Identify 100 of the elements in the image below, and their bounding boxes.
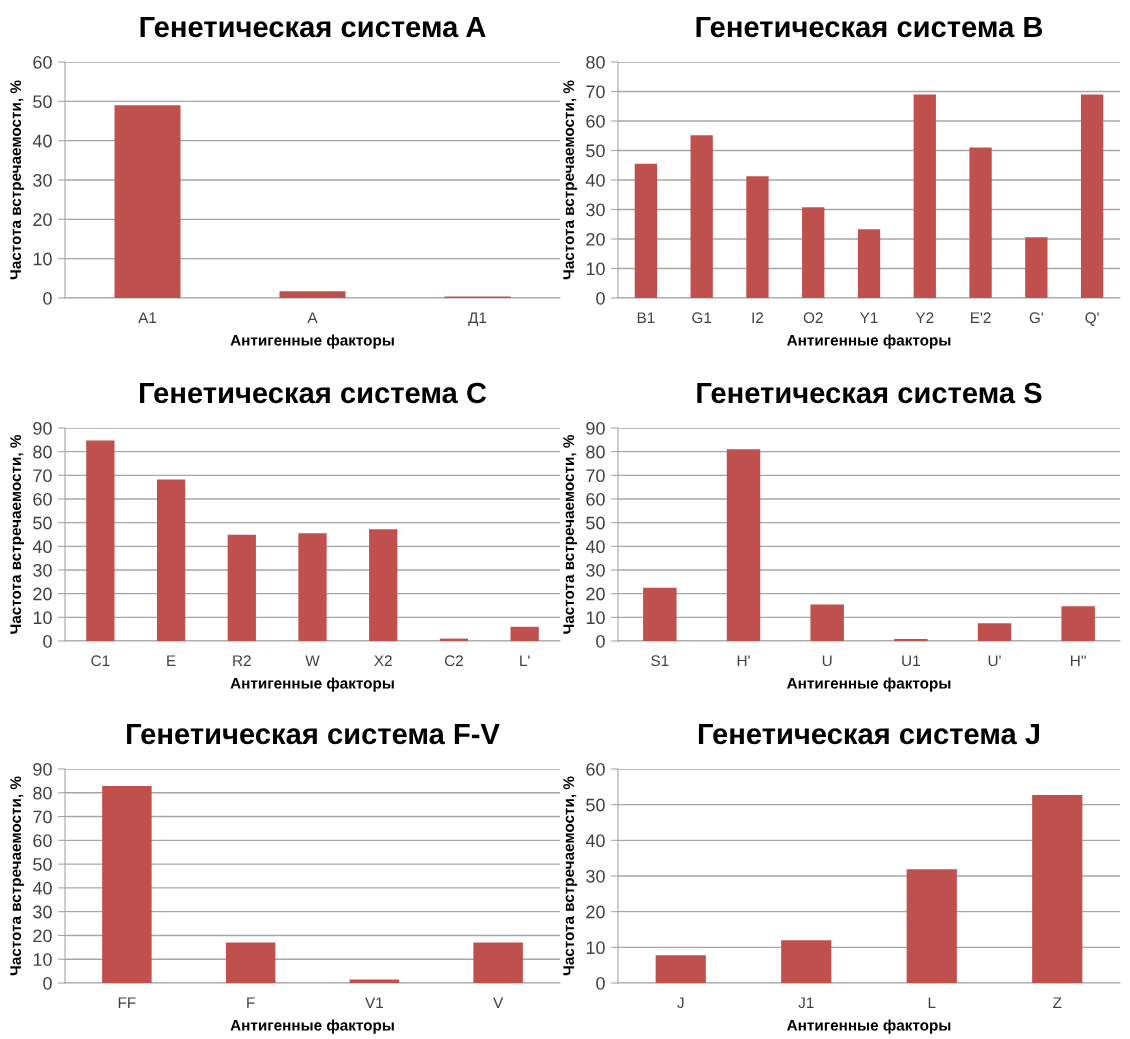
x-tick-label: L' [520,655,530,666]
x-axis-title: Антигенные факторы [787,1019,951,1034]
x-tick-label: H' [737,655,750,666]
y-tick-label: 40 [585,173,605,187]
bar [913,94,936,298]
bar [655,955,706,983]
x-tick-label: Y1 [859,312,878,323]
bar [227,534,256,641]
y-tick-label: 0 [43,634,52,648]
y-tick-label: 60 [586,114,605,128]
x-tick-label: C1 [91,655,110,667]
bar [114,105,181,298]
y-tick-label: 20 [33,213,52,227]
bar [634,163,658,298]
y-tick-label: 0 [596,291,605,305]
y-tick-label: 60 [33,492,52,506]
chart-title: Генетическая система S [697,382,1042,404]
y-tick-label: 80 [586,55,605,69]
y-tick-label: 20 [586,587,605,601]
y-tick-label: 60 [586,762,605,776]
bar [473,942,523,983]
x-tick-label: A [307,312,318,323]
x-tick-label: X2 [374,655,392,666]
x-tick-label: A1 [138,312,157,323]
bar [86,440,115,641]
chart-title: Генетическая система A [140,16,486,38]
y-tick-label: 90 [33,762,52,776]
bar [156,479,186,641]
bar [510,626,539,641]
y-tick-label: 0 [596,976,605,990]
y-tick-label: 50 [33,516,52,530]
y-tick-label: 30 [33,173,52,187]
y-axis-title: Частота встречаемости, % [563,776,578,976]
x-tick-label: V1 [365,997,383,1008]
bar [1080,94,1104,298]
y-tick-label: 50 [33,858,52,871]
bar [298,533,327,641]
x-tick-label: W [305,655,320,666]
y-tick-label: 90 [586,421,605,435]
x-axis-title: Антигенные факторы [230,677,394,692]
y-tick-label: 40 [585,834,605,848]
bar [690,135,713,298]
y-tick-label: 40 [585,540,605,554]
y-tick-label: 50 [586,516,605,530]
bar [906,869,957,983]
y-tick-label: 60 [33,834,52,848]
y-tick-label: 80 [33,786,52,800]
x-tick-label: E'2 [971,312,991,323]
x-tick-label: H'' [1070,655,1086,666]
y-axis-title: Частота встречаемости, % [10,434,25,634]
x-tick-label: Z [1053,997,1062,1008]
x-tick-label: J1 [798,997,814,1009]
x-tick-label: L [928,997,936,1008]
bar [802,207,825,298]
x-tick-label: F [247,997,255,1008]
y-tick-label: 70 [586,469,605,483]
x-tick-label: Д1 [468,312,487,326]
bar [977,623,1012,641]
x-tick-label: Y2 [915,312,934,323]
y-tick-label: 20 [33,587,52,601]
x-tick-label: R2 [233,655,251,666]
y-tick-label: 30 [33,905,52,919]
y-axis-title: Частота встречаемости, % [563,80,578,280]
bar [643,587,677,641]
x-tick-label: FF [118,997,136,1008]
bar [1025,237,1048,298]
bar [746,176,769,298]
chart-title: Генетическая система F-V [127,723,500,745]
y-tick-label: 30 [586,563,605,577]
y-tick-label: 10 [33,953,52,966]
y-tick-label: 80 [33,445,52,459]
x-tick-label: G1 [692,312,712,324]
y-tick-label: 10 [33,611,52,625]
x-tick-label: G' [1029,312,1043,324]
y-tick-label: 10 [586,262,605,276]
y-tick-label: 70 [33,810,52,824]
x-tick-label: C2 [444,655,463,667]
y-tick-label: 30 [586,869,605,883]
bar [102,786,152,983]
x-tick-label: B1 [637,312,655,323]
y-tick-label: 20 [33,929,52,943]
bar [969,147,992,298]
y-tick-label: 40 [32,134,52,148]
bar [349,979,400,983]
x-tick-label: J [677,997,684,1009]
x-axis-title: Антигенные факторы [787,677,951,692]
x-axis-title: Антигенные факторы [230,334,394,349]
y-tick-label: 90 [33,421,52,435]
y-tick-label: 80 [586,445,605,459]
y-tick-label: 10 [33,252,52,266]
x-tick-label: V [493,997,504,1008]
y-tick-label: 10 [586,611,605,625]
chart-title: Генетическая система C [140,382,487,404]
bar [369,529,398,641]
y-axis-title: Частота встречаемости, % [10,80,25,280]
y-tick-label: 60 [586,492,605,506]
chart-title: Генетическая система J [698,723,1040,745]
x-tick-label: U1 [902,655,920,667]
x-axis-title: Антигенные факторы [230,1019,394,1034]
x-tick-label: Q' [1085,312,1099,326]
